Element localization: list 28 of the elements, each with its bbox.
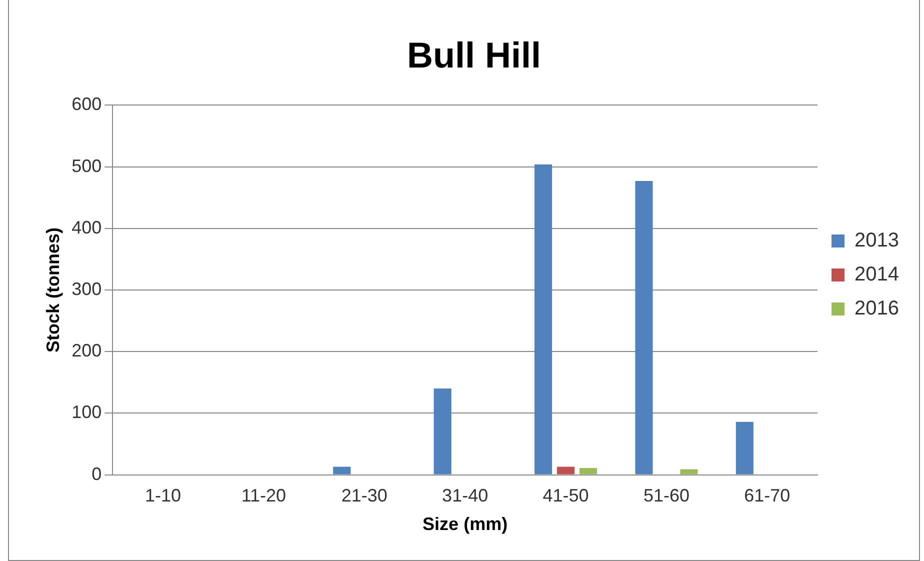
- bar: [680, 469, 698, 474]
- y-tick-label: 0: [92, 464, 102, 484]
- x-tick-label: 51-60: [643, 486, 690, 506]
- bar: [434, 388, 452, 474]
- x-tick-label: 11-20: [241, 486, 286, 506]
- bar: [556, 466, 575, 474]
- x-tick-label: 41-50: [542, 486, 589, 506]
- bar: [635, 180, 653, 474]
- bar: [534, 164, 552, 474]
- x-tick-label: 61-70: [744, 486, 790, 506]
- y-tick-label: 100: [72, 402, 102, 422]
- y-tick-label: 200: [72, 340, 102, 361]
- legend-label: 2016: [854, 298, 900, 320]
- y-tick-label: 400: [72, 217, 102, 238]
- bar: [736, 422, 754, 474]
- legend-label: 2014: [854, 264, 900, 286]
- chart-title: Bull Hill: [407, 34, 541, 76]
- x-tick-label: 1-10: [144, 486, 181, 506]
- x-tick-label: 21-30: [341, 486, 388, 506]
- bar: [579, 468, 598, 474]
- legend-label: 2013: [854, 230, 900, 252]
- bar: [333, 466, 351, 474]
- y-tick-label: 300: [72, 278, 102, 299]
- y-tick-label: 600: [72, 94, 102, 114]
- y-tick-label: 500: [72, 156, 102, 176]
- x-axis-title: Size (mm): [422, 514, 508, 534]
- x-tick-label: 31-40: [442, 486, 488, 506]
- y-axis-title: Stock (tonnes): [42, 227, 63, 353]
